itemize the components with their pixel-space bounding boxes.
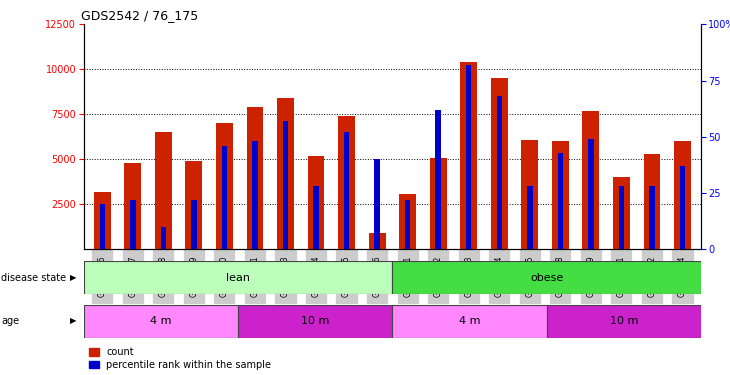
Text: ▶: ▶ — [70, 273, 77, 282]
Text: age: age — [1, 316, 20, 326]
Text: 10 m: 10 m — [301, 316, 329, 326]
Bar — [252, 141, 258, 249]
Bar — [613, 177, 630, 249]
Bar — [552, 141, 569, 249]
Bar — [680, 166, 685, 249]
Bar — [430, 158, 447, 249]
Bar — [527, 186, 533, 249]
Text: 4 m: 4 m — [458, 316, 480, 326]
Bar — [583, 111, 599, 249]
Bar — [344, 132, 350, 249]
Legend: count, percentile rank within the sample: count, percentile rank within the sample — [89, 347, 272, 370]
Bar — [405, 200, 410, 249]
Bar — [649, 186, 655, 249]
Bar — [338, 116, 355, 249]
Bar — [283, 121, 288, 249]
Bar — [124, 163, 141, 249]
Bar — [674, 141, 691, 249]
Bar — [374, 159, 380, 249]
Text: 10 m: 10 m — [610, 316, 638, 326]
Bar — [435, 110, 441, 249]
Text: disease state: disease state — [1, 273, 66, 283]
Bar — [99, 204, 105, 249]
Bar — [94, 192, 111, 249]
Bar — [191, 200, 196, 249]
Bar — [399, 194, 416, 249]
Bar — [547, 304, 701, 338]
Bar — [307, 156, 324, 249]
Bar — [238, 304, 393, 338]
Bar — [491, 78, 507, 249]
Text: lean: lean — [226, 273, 250, 283]
Bar — [216, 123, 233, 249]
Bar — [247, 107, 264, 249]
Bar — [313, 186, 319, 249]
Bar — [277, 98, 294, 249]
Bar — [222, 146, 227, 249]
Bar — [558, 153, 563, 249]
Bar — [393, 304, 547, 338]
Bar — [155, 132, 172, 249]
Bar — [185, 161, 202, 249]
Bar — [466, 65, 472, 249]
Bar — [84, 261, 393, 294]
Bar — [496, 96, 502, 249]
Bar — [369, 233, 385, 249]
Text: obese: obese — [530, 273, 564, 283]
Bar — [393, 261, 701, 294]
Bar — [588, 139, 593, 249]
Bar — [521, 140, 538, 249]
Bar — [84, 304, 238, 338]
Bar — [461, 62, 477, 249]
Bar — [130, 200, 136, 249]
Text: 4 m: 4 m — [150, 316, 172, 326]
Text: GDS2542 / 76_175: GDS2542 / 76_175 — [81, 9, 198, 22]
Bar — [618, 186, 624, 249]
Text: ▶: ▶ — [70, 316, 77, 326]
Bar — [161, 227, 166, 249]
Bar — [644, 154, 661, 249]
